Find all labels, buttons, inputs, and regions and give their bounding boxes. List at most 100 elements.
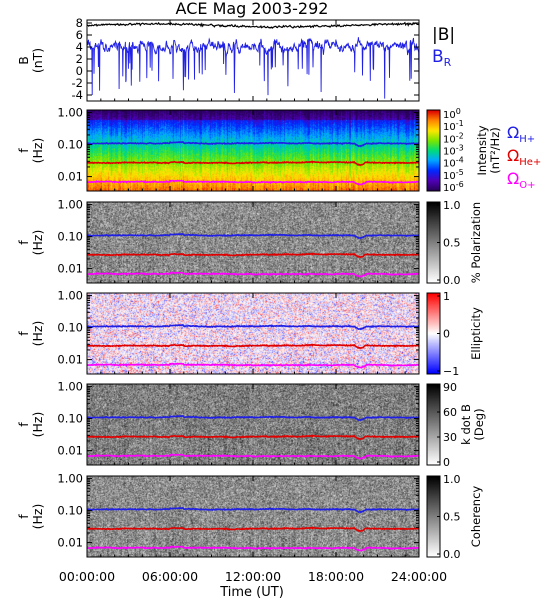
colorbar-frame: [426, 383, 441, 466]
axes: 86420-2-4B(nT)|B|BR1.000.100.0110010-110…: [16, 16, 541, 584]
panel-coherency: 1.00 0.10 0.01 1.0 0.5 0.0 Coherency f(Hz): [16, 472, 483, 561]
ytick-label: -2: [72, 76, 83, 90]
colorbar-tick-label: 1.0: [443, 199, 461, 212]
colorbar-tick-label: 0.0: [443, 548, 461, 561]
xtick-label: 24:00:00: [391, 569, 447, 584]
y-axis-label: f(Hz): [16, 321, 45, 347]
chart-title: ACE Mag 2003-292: [176, 0, 329, 18]
ytick-label: 0: [76, 64, 83, 78]
colorbar-coherency: [427, 476, 440, 557]
gyro-trace-kdotb-2: [87, 453, 420, 460]
panel-frame: [86, 19, 420, 102]
ytick-label: 0.01: [57, 262, 83, 276]
colorbar-tick-label: 0: [443, 456, 450, 469]
colorbar-tick-label: 0.5: [443, 511, 461, 524]
colorbar-power: [427, 110, 440, 191]
y-axis-label: f(Hz): [16, 230, 45, 256]
panel-polarization: 1.00 0.10 0.01 1.0 0.5 0.0 % Polarization f(Hz): [16, 198, 483, 287]
gyro-trace-kdotb-1: [86, 434, 420, 441]
spectrogram-images: [87, 110, 440, 557]
ytick-label: 4: [76, 40, 83, 54]
ytick-label: 1.00: [57, 289, 83, 303]
ytick-label: 0.10: [57, 138, 83, 152]
field-legend-0: |B|: [432, 25, 455, 45]
colorbar-tick-label: −1: [443, 365, 459, 378]
heatmap-power: [87, 110, 419, 191]
colorbar-polarization: [427, 202, 440, 283]
ytick-label: 0.10: [57, 321, 83, 335]
gyro-trace-power-0: [86, 141, 420, 148]
colorbar-label: k dot B(Deg): [459, 404, 486, 445]
ytick-label: 0.10: [57, 504, 83, 518]
colorbar-frame: [426, 109, 441, 192]
gyro-trace-ellipticity-1: [86, 343, 420, 350]
ytick-label: 0.01: [57, 170, 83, 184]
gyro-trace-coherency-1: [86, 526, 420, 533]
colorbar-label: Ellipticity: [469, 307, 483, 360]
gyro-trace-coherency-2: [87, 545, 420, 552]
ytick-label: 1.00: [57, 198, 83, 212]
ytick-label: 1.00: [57, 106, 83, 120]
y-axis-label: f(Hz): [16, 504, 45, 530]
gyro-trace-polarization-1: [86, 252, 420, 259]
colorbar-tick-label: 60: [443, 406, 457, 419]
ytick-label: -4: [72, 88, 83, 102]
field-legend-1: BR: [432, 47, 452, 69]
xtick-label: 12:00:00: [225, 569, 281, 584]
ytick-label: 2: [76, 52, 83, 66]
gyro-legend-2: ΩO+: [507, 169, 535, 191]
heatmap-polarization: [87, 202, 419, 283]
ytick-label: 1.00: [57, 472, 83, 486]
panel-power: 1.000.100.0110010-110-210-310-410-510-6I…: [16, 106, 502, 194]
colorbar-tick-label: 0.0: [443, 274, 461, 287]
ytick-label: 0.10: [57, 412, 83, 426]
panel-ellipticity: 1.00 0.10 0.01 1 0 −1 Ellipticity f(Hz): [16, 289, 483, 378]
y-axis-label: f(Hz): [16, 138, 45, 164]
colorbar-ellipticity: [427, 293, 440, 374]
colorbar-label: Intensity(nT²/Hz): [475, 125, 502, 175]
ytick-label: 0.01: [57, 536, 83, 550]
ytick-label: 6: [76, 28, 83, 42]
gyro-trace-coherency-0: [86, 507, 420, 514]
colorbar-kdotb: [427, 384, 440, 465]
gyro-trace-ellipticity-0: [86, 324, 420, 331]
colorbar-label: % Polarization: [469, 202, 483, 283]
gyro-legend-0: ΩH+: [507, 123, 535, 145]
xtick-label: 18:00:00: [308, 569, 364, 584]
colorbar-label: Coherency: [469, 486, 483, 548]
colorbar-tick-label: 1.0: [443, 473, 461, 486]
colorbar-tick-label: 90: [443, 381, 457, 394]
xtick-label: 06:00:00: [142, 569, 198, 584]
gyro-trace-polarization-0: [86, 233, 420, 240]
ytick-label: 0.01: [57, 444, 83, 458]
ytick-label: 1.00: [57, 380, 83, 394]
panel-kdotb: 1.00 0.10 0.01 90 60 30 0 k dot B(Deg) f(Hz): [16, 380, 486, 469]
colorbar-tick-label: 1: [443, 290, 450, 303]
y-axis-label: f(Hz): [16, 412, 45, 438]
ytick-label: 0.10: [57, 230, 83, 244]
colorbar-tick-label: 0.5: [443, 237, 461, 250]
gyro-trace-power-2: [87, 179, 420, 186]
x-axis-label: Time (UT): [219, 585, 284, 600]
heatmap-kdotb: [87, 384, 419, 465]
ytick-label: 0.01: [57, 353, 83, 367]
plot-elements: [86, 21, 420, 552]
heatmap-ellipticity: [87, 293, 419, 374]
field-series-1: [86, 37, 420, 99]
colorbar-tick-label: 0: [443, 328, 450, 341]
y-axis-label: B(nT): [16, 48, 45, 73]
gyro-trace-ellipticity-2: [87, 362, 420, 369]
ytick-label: 8: [76, 16, 83, 30]
gyro-legend-1: ΩHe+: [507, 146, 541, 168]
xtick-label: 00:00:00: [59, 569, 115, 584]
heatmap-coherency: [87, 476, 419, 557]
gyro-trace-power-1: [86, 160, 420, 167]
colorbar-tick-label: 10-6: [443, 180, 464, 194]
gyro-trace-kdotb-0: [86, 415, 420, 422]
colorbar-tick-label: 30: [443, 431, 457, 444]
gyro-trace-polarization-2: [87, 271, 420, 278]
field-series-0: [86, 21, 420, 29]
